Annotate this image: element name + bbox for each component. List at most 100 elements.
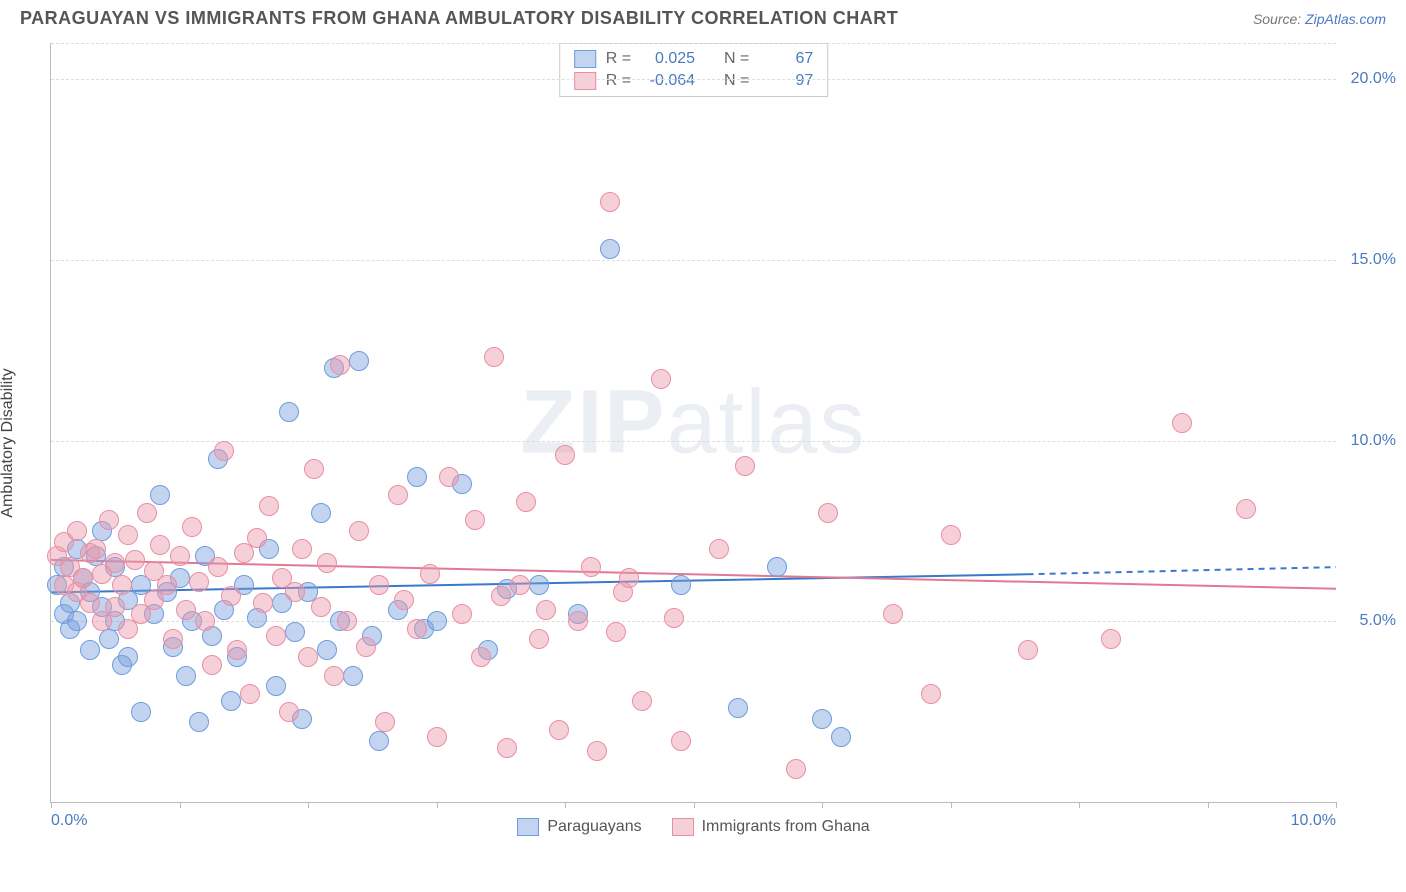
data-point xyxy=(118,525,138,545)
stats-row: R =-0.064 N =97 xyxy=(574,70,814,92)
data-point xyxy=(227,640,247,660)
stats-row: R =0.025 N =67 xyxy=(574,48,814,70)
data-point xyxy=(529,629,549,649)
r-label: R = xyxy=(606,70,631,92)
stats-legend: R =0.025 N =67R =-0.064 N =97 xyxy=(559,43,829,97)
y-axis-label: Ambulatory Disability xyxy=(0,368,17,517)
data-point xyxy=(99,629,119,649)
gridline xyxy=(51,43,1336,44)
data-point xyxy=(356,637,376,657)
data-point xyxy=(786,759,806,779)
data-point xyxy=(80,593,100,613)
data-point xyxy=(728,698,748,718)
x-tick xyxy=(1079,802,1080,808)
data-point xyxy=(831,727,851,747)
data-point xyxy=(349,351,369,371)
data-point xyxy=(767,557,787,577)
y-tick-label: 5.0% xyxy=(1360,612,1396,630)
data-point xyxy=(394,590,414,610)
data-point xyxy=(80,640,100,660)
x-tick xyxy=(51,802,52,808)
legend-swatch xyxy=(574,50,596,68)
data-point xyxy=(311,503,331,523)
data-point xyxy=(304,459,324,479)
chart-header: PARAGUAYAN VS IMMIGRANTS FROM GHANA AMBU… xyxy=(0,0,1406,33)
x-tick xyxy=(694,802,695,808)
data-point xyxy=(606,622,626,642)
legend-label: Paraguayans xyxy=(547,818,641,836)
data-point xyxy=(221,691,241,711)
gridline xyxy=(51,79,1336,80)
n-value: 97 xyxy=(759,70,813,92)
data-point xyxy=(369,575,389,595)
legend-swatch xyxy=(574,72,596,90)
data-point xyxy=(163,629,183,649)
data-point xyxy=(176,600,196,620)
x-tick xyxy=(951,802,952,808)
data-point xyxy=(407,467,427,487)
data-point xyxy=(221,586,241,606)
data-point xyxy=(214,441,234,461)
data-point xyxy=(337,611,357,631)
n-label: N = xyxy=(724,70,749,92)
data-point xyxy=(555,445,575,465)
data-point xyxy=(266,676,286,696)
data-point xyxy=(439,467,459,487)
plot-region: ZIPatlas R =0.025 N =67R =-0.064 N =97 P… xyxy=(50,43,1336,803)
data-point xyxy=(471,647,491,667)
data-point xyxy=(67,521,87,541)
data-point xyxy=(427,611,447,631)
source-attribution: Source: ZipAtlas.com xyxy=(1253,11,1386,27)
legend-swatch xyxy=(672,818,694,836)
data-point xyxy=(137,503,157,523)
data-point xyxy=(317,640,337,660)
data-point xyxy=(240,684,260,704)
y-tick-label: 20.0% xyxy=(1351,70,1396,88)
data-point xyxy=(491,586,511,606)
gridline xyxy=(51,441,1336,442)
data-point xyxy=(883,604,903,624)
data-point xyxy=(279,702,299,722)
data-point xyxy=(600,239,620,259)
data-point xyxy=(105,597,125,617)
data-point xyxy=(375,712,395,732)
legend-item: Immigrants from Ghana xyxy=(672,818,870,836)
data-point xyxy=(112,575,132,595)
x-tick xyxy=(565,802,566,808)
data-point xyxy=(407,619,427,639)
x-tick xyxy=(822,802,823,808)
gridline xyxy=(51,260,1336,261)
data-point xyxy=(600,192,620,212)
data-point xyxy=(510,575,530,595)
source-prefix: Source: xyxy=(1253,11,1305,27)
data-point xyxy=(208,557,228,577)
data-point xyxy=(176,666,196,686)
data-point xyxy=(664,608,684,628)
data-point xyxy=(427,727,447,747)
r-label: R = xyxy=(606,48,631,70)
data-point xyxy=(298,647,318,667)
data-point xyxy=(131,702,151,722)
legend-swatch xyxy=(517,818,539,836)
data-point xyxy=(921,684,941,704)
data-point xyxy=(189,712,209,732)
data-point xyxy=(150,485,170,505)
data-point xyxy=(324,666,344,686)
data-point xyxy=(619,568,639,588)
x-tick xyxy=(437,802,438,808)
data-point xyxy=(1101,629,1121,649)
data-point xyxy=(247,528,267,548)
source-link[interactable]: ZipAtlas.com xyxy=(1305,11,1386,27)
r-value: 0.025 xyxy=(641,48,695,70)
data-point xyxy=(105,553,125,573)
data-point xyxy=(587,741,607,761)
y-tick-label: 10.0% xyxy=(1351,432,1396,450)
data-point xyxy=(568,611,588,631)
data-point xyxy=(125,550,145,570)
legend-label: Immigrants from Ghana xyxy=(702,818,870,836)
data-point xyxy=(285,582,305,602)
data-point xyxy=(818,503,838,523)
data-point xyxy=(266,626,286,646)
data-point xyxy=(118,647,138,667)
x-tick xyxy=(180,802,181,808)
